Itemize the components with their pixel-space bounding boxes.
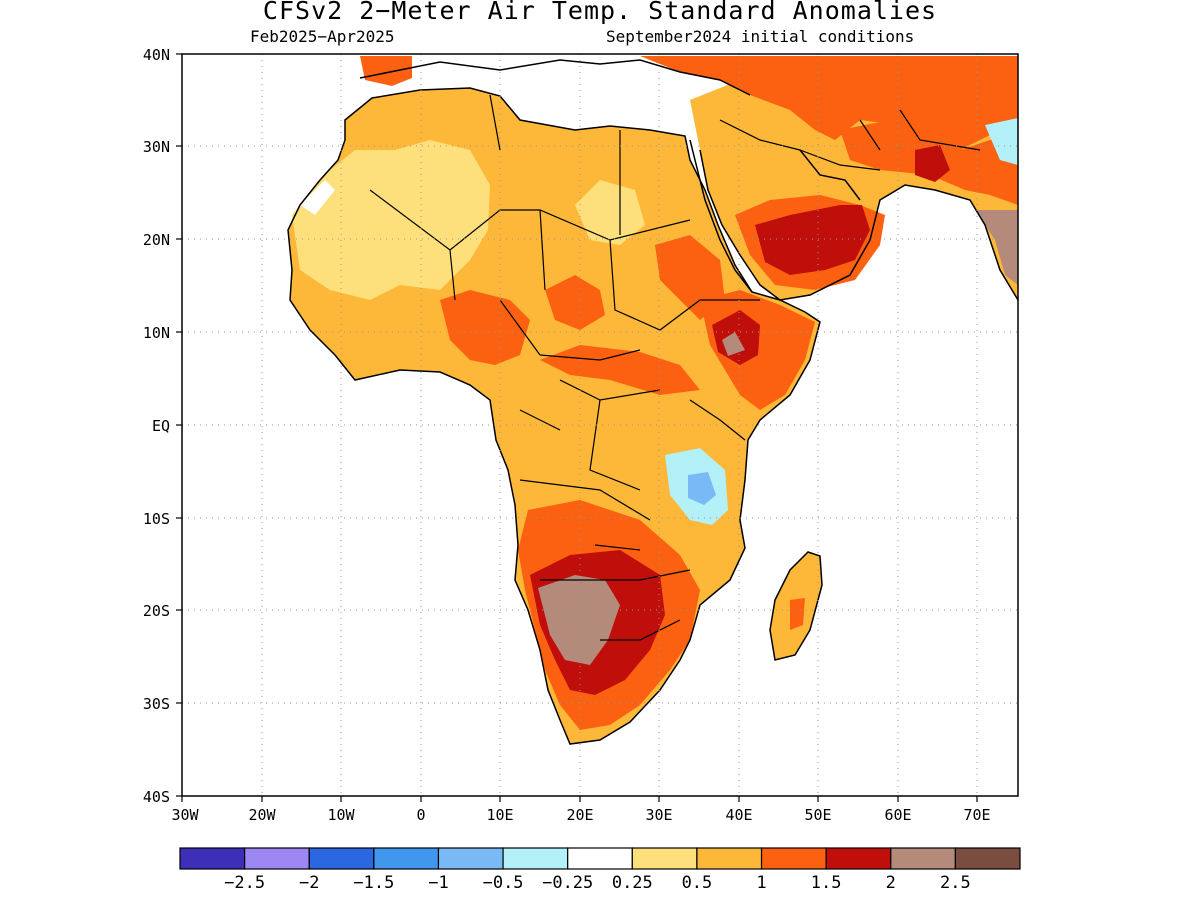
colorbar-swatch [244,847,310,870]
lat-label: 40S [143,788,170,806]
mediterranean-coast [359,59,751,96]
lon-label: 10W [327,806,355,824]
central-africa-warm [540,345,700,395]
colorbar [179,847,1021,870]
sahel-east-warm [545,275,605,330]
colorbar-swatch [437,847,504,870]
colorbar-swatch [373,847,440,870]
map-title: CFSv2 2−Meter Air Temp. Standard Anomali… [262,0,938,25]
colorbar-swatch [825,847,892,870]
colorbar-label: −1 [428,873,448,893]
colorbar-label: −1.5 [353,873,394,893]
africa-coastline [287,87,821,745]
lon-label: 30W [171,806,199,824]
colorbar-label: 2.5 [940,873,971,893]
lat-label: 10N [143,324,170,342]
colorbar-swatch [308,847,375,870]
lat-label: 40N [143,46,170,64]
central-sahara-light-anomaly [575,180,645,245]
lon-label: 70E [963,806,990,824]
colorbar-label: −2 [299,873,319,893]
arabia-strong-anomaly [755,205,870,275]
forecast-period: Feb2025−Apr2025 [250,27,395,46]
west-africa-warm [440,290,530,365]
initial-conditions: September2024 initial conditions [606,27,915,46]
europe-edge [360,56,412,86]
lon-label: 0 [416,806,425,824]
colorbar-swatch [567,847,633,870]
india-west-extreme-anomaly [975,210,1018,285]
lat-label: 30N [143,138,170,156]
turkey-iran-warm [640,56,1018,150]
madagascar-coastline [769,551,823,661]
lon-label: 50E [804,806,831,824]
lat-label: 30S [143,695,170,713]
colorbar-swatch [502,847,569,870]
colorbar-label: 0.5 [682,873,713,893]
colorbar-swatch [954,847,1021,870]
lon-label: 10E [486,806,513,824]
colorbar-swatch [631,847,698,870]
internal-borders [369,94,981,641]
lon-label: 20W [248,806,276,824]
west-coast-near-normal [300,180,335,215]
arabia-coastline [699,149,1018,301]
colorbar-label: −2.5 [224,873,265,893]
graticule [182,54,1018,796]
colorbar-labels: −2.5 −2 −1.5 −1 −0.5 −0.25 0.25 0.5 1 1.5 2 2.5 [224,873,971,893]
latitude-labels: 40N 30N 20N 10N EQ 10S 20S 30S 40S [143,46,170,806]
coastlines-and-borders [287,59,1018,745]
lat-label: 20S [143,602,170,620]
lat-label: 10S [143,510,170,528]
colorbar-label: 0.25 [612,873,653,893]
colorbar-label: 2 [886,873,896,893]
colorbar-label: −0.25 [542,873,593,893]
pakistan-strong-anomaly [915,145,950,182]
lon-label: 20E [566,806,593,824]
lat-label: EQ [152,417,170,435]
colorbar-swatch [696,847,763,870]
axis-ticks [176,53,978,802]
lon-label: 60E [884,806,911,824]
madagascar-warm [790,598,805,630]
colorbar-swatch [760,847,827,870]
lat-label: 20N [143,231,170,249]
colorbar-swatch [890,847,956,870]
colorbar-swatch [179,847,246,870]
colorbar-label: 1 [756,873,766,893]
namibia-botswana-extreme-anomaly [538,575,620,665]
northeast-cool-anomaly [985,118,1018,165]
anomaly-field [288,56,1018,744]
lon-label: 30E [645,806,672,824]
colorbar-label: −0.5 [483,873,524,893]
red-sea-coast [689,139,753,293]
tanzania-cooler-anomaly [688,472,716,505]
ethiopia-extreme-anomaly [722,332,745,356]
colorbar-label: 1.5 [811,873,842,893]
longitude-labels: 30W 20W 10W 0 10E 20E 30E 40E 50E 60E 70… [171,806,990,824]
lon-label: 40E [725,806,752,824]
persian-gulf-coast [799,149,861,201]
